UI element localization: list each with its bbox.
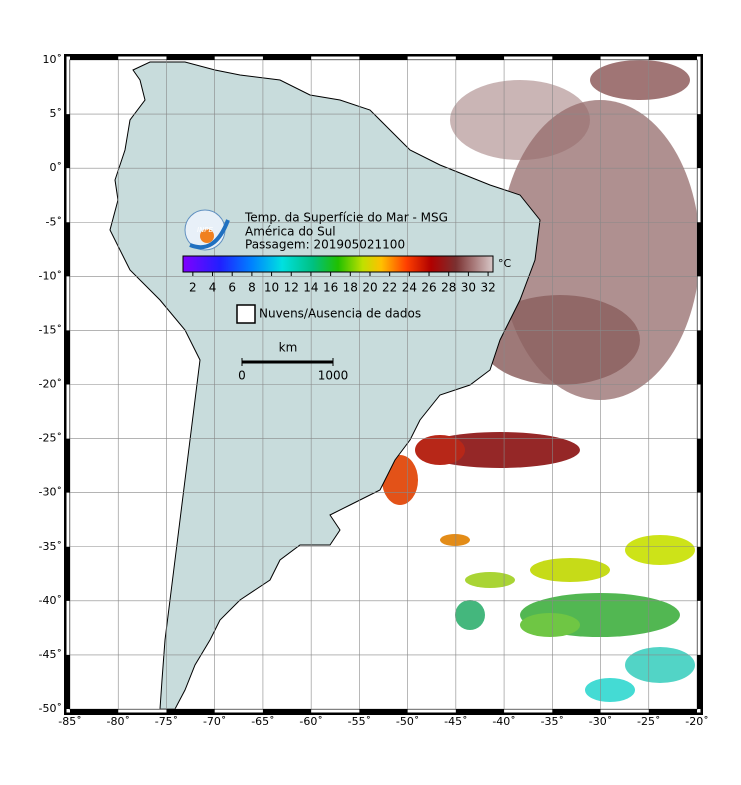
- logo-text: INPE: [197, 226, 214, 234]
- y-tick-label: -5˚: [46, 215, 62, 228]
- scale-unit: km: [279, 341, 298, 355]
- y-tick-label: -10˚: [39, 269, 62, 282]
- colorbar: [182, 255, 494, 273]
- colorbar-tick-label: 2: [189, 281, 197, 295]
- colorbar-tick-label: 6: [228, 281, 236, 295]
- scale-bar: [241, 358, 334, 366]
- colorbar-tick-label: 12: [284, 281, 299, 295]
- y-tick-label: -50˚: [39, 702, 62, 715]
- frame: [64, 54, 703, 715]
- x-tick-label: -65˚: [251, 715, 274, 728]
- colorbar-unit: °C: [498, 257, 512, 270]
- title-line: Passagem: 201905021100: [245, 238, 405, 252]
- x-tick-label: -40˚: [492, 715, 515, 728]
- x-tick-label: -35˚: [541, 715, 564, 728]
- x-tick-label: -80˚: [106, 715, 129, 728]
- x-tick-label: -55˚: [348, 715, 371, 728]
- title-line: América do Sul: [245, 225, 336, 239]
- x-tick-label: -70˚: [203, 715, 226, 728]
- x-tick-label: -85˚: [58, 715, 81, 728]
- x-tick-label: -25˚: [637, 715, 660, 728]
- y-tick-label: 5˚: [50, 107, 63, 120]
- y-tick-label: -35˚: [39, 540, 62, 553]
- x-tick-label: -50˚: [396, 715, 419, 728]
- colorbar-tick-label: 30: [461, 281, 476, 295]
- title-line: Temp. da Superfície do Mar - MSG: [244, 211, 448, 225]
- colorbar-tick-label: 20: [362, 281, 377, 295]
- x-tick-label: -75˚: [155, 715, 178, 728]
- legend-text: Nuvens/Ausencia de dados: [259, 307, 421, 321]
- colorbar-tick-label: 10: [264, 281, 279, 295]
- colorbar-tick-label: 22: [382, 281, 397, 295]
- legend-swatch: [236, 304, 256, 324]
- y-tick-label: 0˚: [50, 161, 63, 174]
- x-tick-label: -20˚: [685, 715, 708, 728]
- y-tick-label: -25˚: [39, 432, 62, 445]
- x-tick-label: -45˚: [444, 715, 467, 728]
- y-tick-label: -45˚: [39, 648, 62, 661]
- y-tick-label: 10˚: [43, 53, 63, 66]
- colorbar-tick-label: 28: [441, 281, 456, 295]
- colorbar-tick-label: 8: [248, 281, 256, 295]
- scale-start: 0: [238, 369, 246, 383]
- y-tick-label: -30˚: [39, 486, 62, 499]
- colorbar-tick-label: 32: [480, 281, 495, 295]
- logo: INPE: [184, 209, 230, 251]
- y-tick-label: -40˚: [39, 594, 62, 607]
- colorbar-tick-label: 24: [402, 281, 417, 295]
- x-tick-label: -60˚: [299, 715, 322, 728]
- sst-field: [382, 60, 700, 702]
- y-tick-label: -20˚: [39, 378, 62, 391]
- colorbar-tick-label: 16: [323, 281, 338, 295]
- colorbar-tick-label: 14: [303, 281, 318, 295]
- scale-end: 1000: [318, 369, 349, 383]
- colorbar-tick-label: 18: [343, 281, 358, 295]
- x-tick-label: -30˚: [589, 715, 612, 728]
- colorbar-tick-label: 4: [209, 281, 217, 295]
- y-tick-label: -15˚: [39, 323, 62, 336]
- colorbar-tick-label: 26: [421, 281, 436, 295]
